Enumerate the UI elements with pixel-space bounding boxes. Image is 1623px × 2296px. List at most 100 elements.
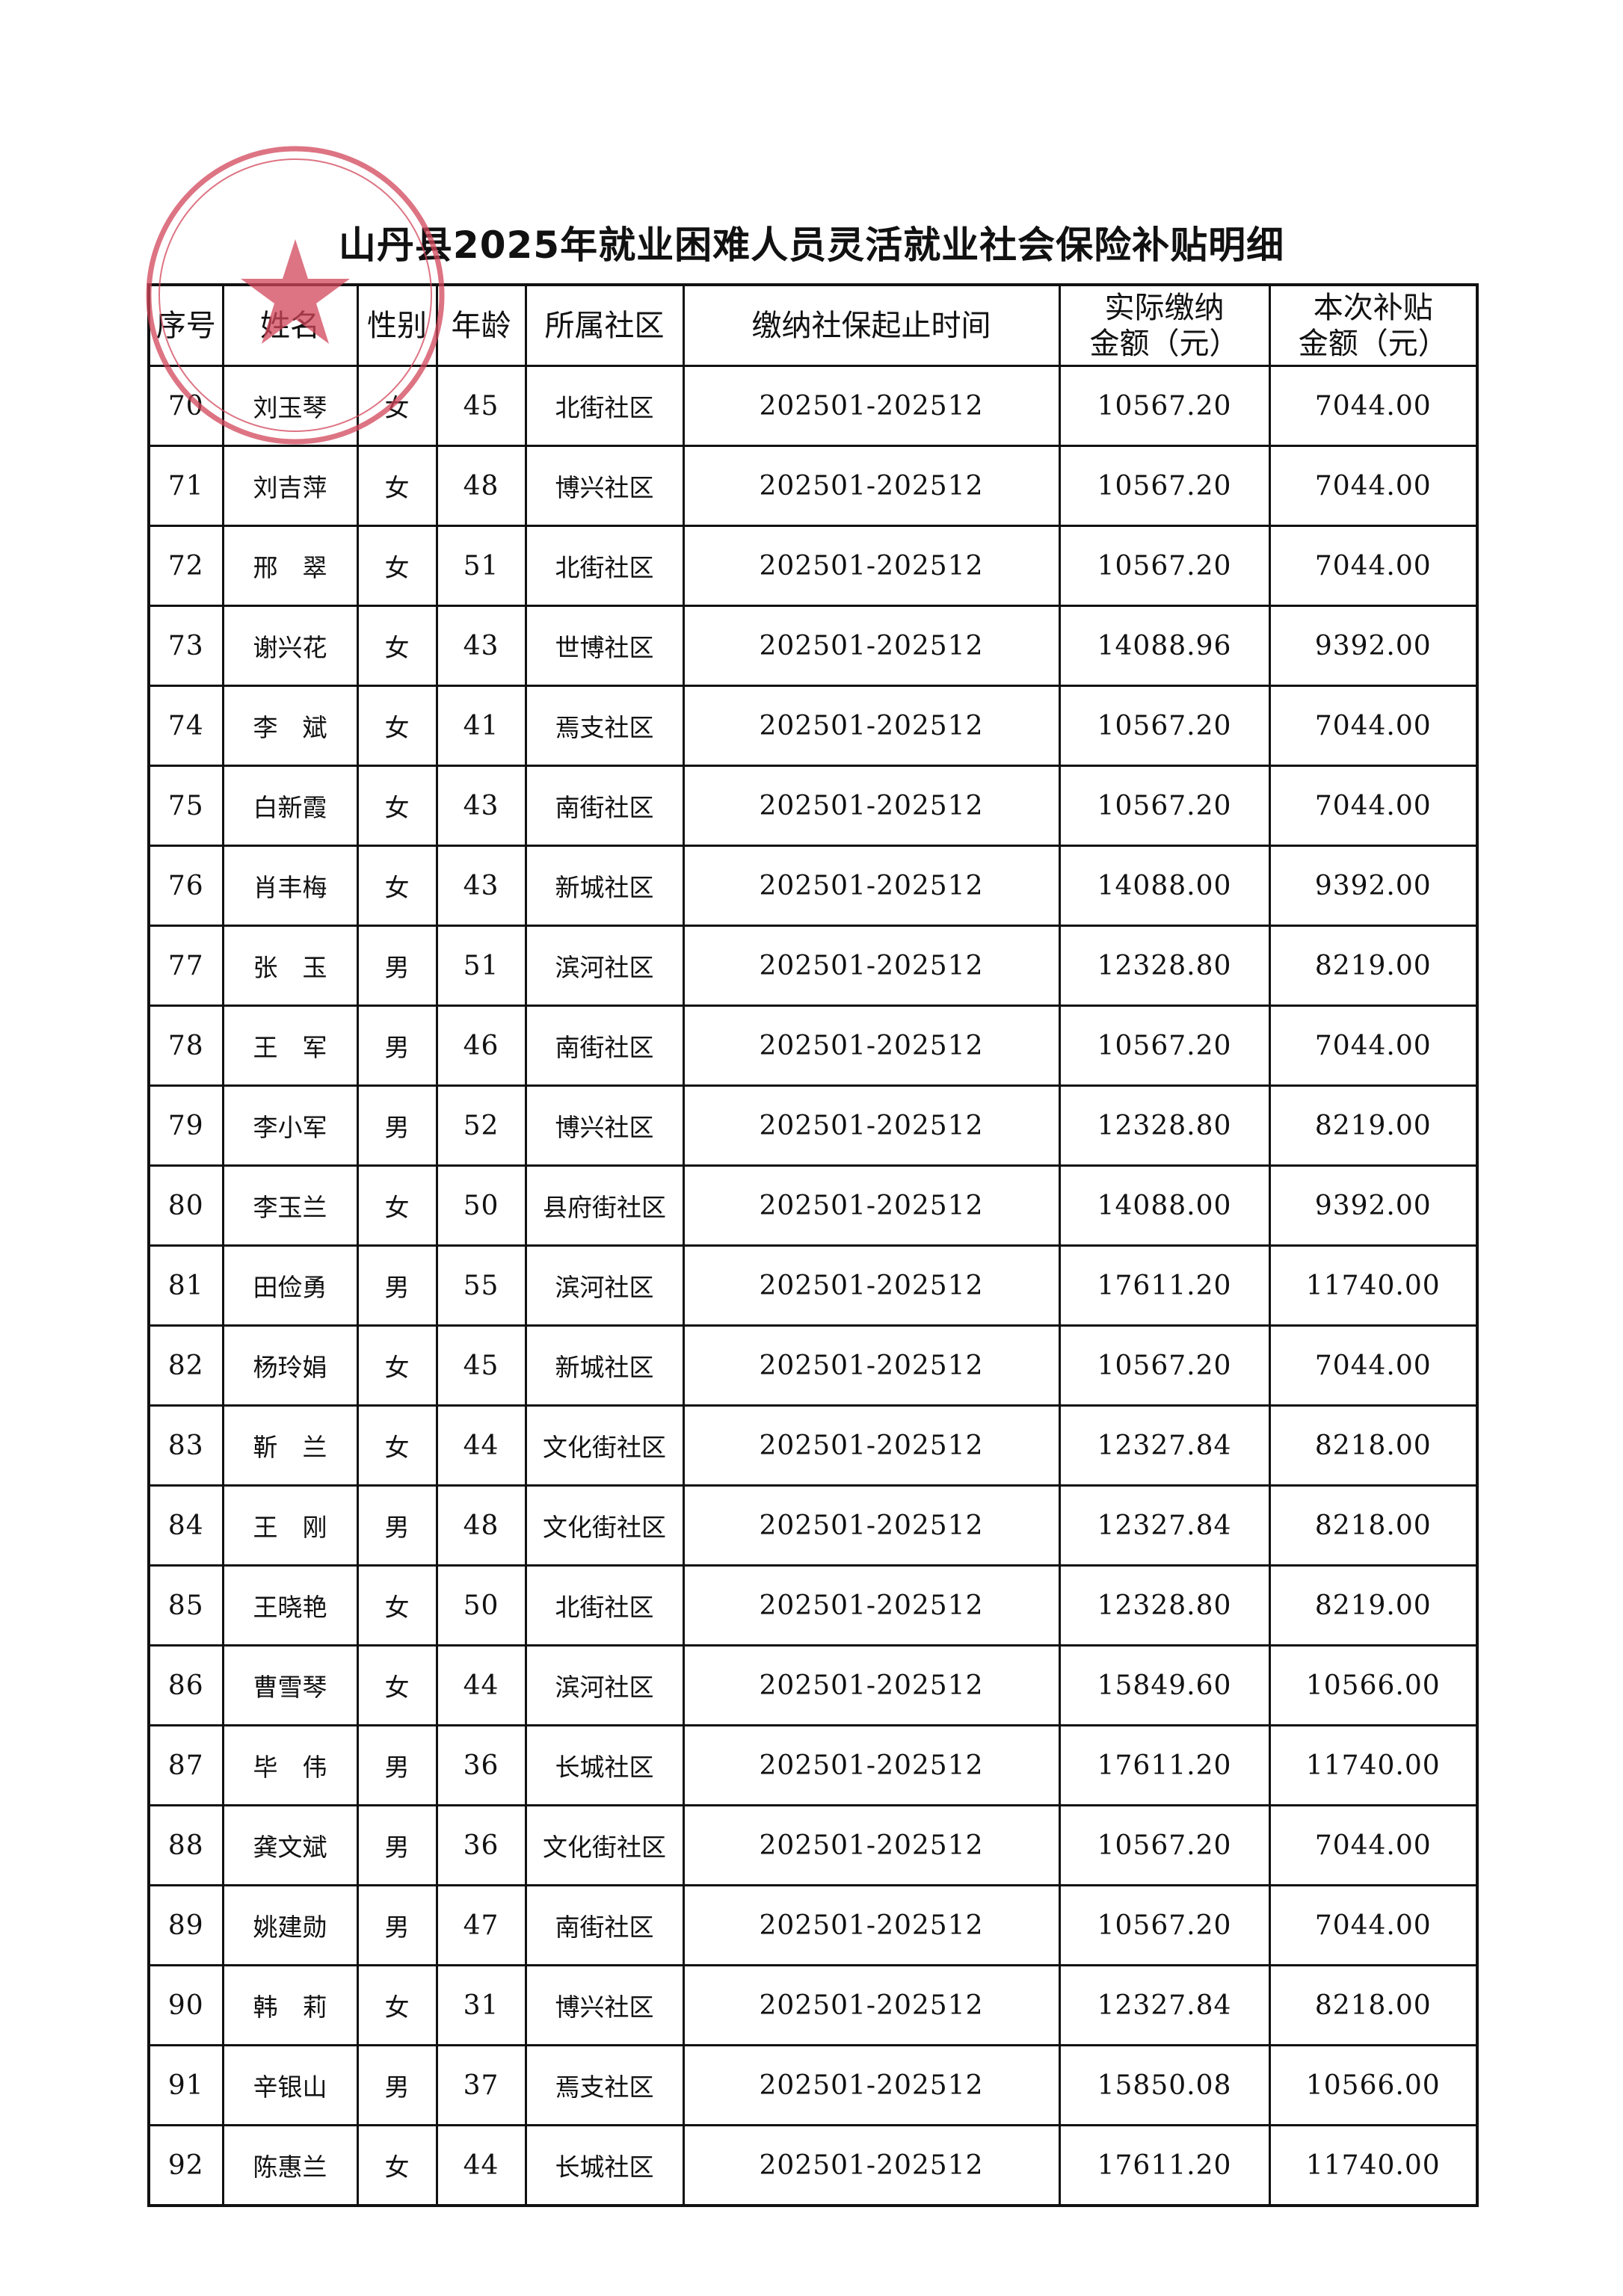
cell-name: 白新霞 bbox=[221, 765, 359, 847]
cell-community: 文化街社区 bbox=[524, 1804, 685, 1886]
cell-paid-amount: 10567.20 bbox=[1058, 365, 1271, 447]
table-row: 75 白新霞女 43 南街社区 202501-202512 10567.20 7044.00 bbox=[147, 765, 1479, 847]
cell-gender: 女 bbox=[356, 1164, 438, 1247]
cell-gender: 女 bbox=[356, 445, 438, 527]
cell-index: 82 bbox=[147, 1324, 224, 1407]
cell-paid-amount: 15849.60 bbox=[1058, 1644, 1271, 1726]
cell-subsidy-amount: 10566.00 bbox=[1268, 1644, 1479, 1726]
cell-subsidy-amount: 8218.00 bbox=[1268, 1484, 1479, 1567]
cell-name: 王 军 bbox=[221, 1004, 359, 1087]
cell-gender: 女 bbox=[356, 605, 438, 687]
cell-gender: 女 bbox=[356, 685, 438, 767]
cell-subsidy-amount: 7044.00 bbox=[1268, 1324, 1479, 1407]
cell-gender: 男 bbox=[356, 2044, 438, 2126]
table-row: 88 龚文斌男 36 文化街社区 202501-202512 10567.20 7044.0… bbox=[147, 1804, 1479, 1886]
cell-period: 202501-202512 bbox=[682, 1724, 1061, 1806]
cell-paid-amount: 12328.80 bbox=[1058, 925, 1271, 1007]
table-row: 74 李 斌女 41 焉支社区 202501-202512 10567.20 7044.00 bbox=[147, 685, 1479, 767]
cell-subsidy-amount: 8219.00 bbox=[1268, 1564, 1479, 1647]
cell-age: 45 bbox=[435, 365, 527, 447]
cell-index: 91 bbox=[147, 2044, 224, 2126]
header-period: 缴纳社保起止时间 bbox=[682, 283, 1061, 367]
cell-period: 202501-202512 bbox=[682, 1244, 1061, 1327]
cell-community: 滨河社区 bbox=[524, 1644, 685, 1726]
header-age: 年龄 bbox=[435, 283, 527, 367]
cell-index: 87 bbox=[147, 1724, 224, 1806]
cell-community: 焉支社区 bbox=[524, 685, 685, 767]
cell-period: 202501-202512 bbox=[682, 1484, 1061, 1567]
cell-name: 毕 伟 bbox=[221, 1724, 359, 1806]
cell-name: 刘玉琴 bbox=[221, 365, 359, 447]
cell-community: 南街社区 bbox=[524, 765, 685, 847]
cell-community: 南街社区 bbox=[524, 1884, 685, 1966]
cell-age: 36 bbox=[435, 1724, 527, 1806]
table-row: 81 田俭勇男 55 滨河社区 202501-202512 17611.20 11740.0… bbox=[147, 1244, 1479, 1327]
header-community: 所属社区 bbox=[524, 283, 685, 367]
cell-index: 86 bbox=[147, 1644, 224, 1726]
cell-period: 202501-202512 bbox=[682, 685, 1061, 767]
cell-paid-amount: 10567.20 bbox=[1058, 445, 1271, 527]
cell-index: 75 bbox=[147, 765, 224, 847]
table-body: 70 刘玉琴女 45 北街社区 202501-202512 10567.20 7044.00… bbox=[147, 365, 1479, 2207]
cell-index: 81 bbox=[147, 1244, 224, 1327]
cell-subsidy-amount: 11740.00 bbox=[1268, 1724, 1479, 1806]
cell-period: 202501-202512 bbox=[682, 1404, 1061, 1487]
cell-name: 龚文斌 bbox=[221, 1804, 359, 1886]
cell-index: 74 bbox=[147, 685, 224, 767]
table-row: 71 刘吉萍女 48 博兴社区 202501-202512 10567.20 7044.00 bbox=[147, 445, 1479, 527]
cell-name: 李 斌 bbox=[221, 685, 359, 767]
cell-age: 44 bbox=[435, 1644, 527, 1726]
cell-age: 44 bbox=[435, 2124, 527, 2207]
cell-period: 202501-202512 bbox=[682, 1964, 1061, 2046]
cell-age: 48 bbox=[435, 445, 527, 527]
cell-period: 202501-202512 bbox=[682, 2044, 1061, 2126]
cell-period: 202501-202512 bbox=[682, 925, 1061, 1007]
cell-community: 新城社区 bbox=[524, 845, 685, 927]
table-row: 86 曹雪琴女 44 滨河社区 202501-202512 15849.60 10566.0… bbox=[147, 1644, 1479, 1726]
cell-age: 36 bbox=[435, 1804, 527, 1886]
cell-community: 北街社区 bbox=[524, 525, 685, 607]
cell-name: 王晓艳 bbox=[221, 1564, 359, 1647]
cell-period: 202501-202512 bbox=[682, 365, 1061, 447]
cell-community: 博兴社区 bbox=[524, 1964, 685, 2046]
cell-paid-amount: 10567.20 bbox=[1058, 1884, 1271, 1966]
cell-name: 靳 兰 bbox=[221, 1404, 359, 1487]
table-row: 85 王晓艳女 50 北街社区 202501-202512 12328.80 8219.00 bbox=[147, 1564, 1479, 1647]
header-subsidy-amount: 本次补贴 金额（元） bbox=[1268, 283, 1479, 367]
cell-age: 43 bbox=[435, 845, 527, 927]
cell-name: 田俭勇 bbox=[221, 1244, 359, 1327]
cell-subsidy-amount: 7044.00 bbox=[1268, 1884, 1479, 1966]
cell-paid-amount: 10567.20 bbox=[1058, 685, 1271, 767]
cell-period: 202501-202512 bbox=[682, 1324, 1061, 1407]
cell-community: 世博社区 bbox=[524, 605, 685, 687]
table-row: 80 李玉兰女 50 县府街社区 202501-202512 14088.00 9392.0… bbox=[147, 1164, 1479, 1247]
cell-subsidy-amount: 8218.00 bbox=[1268, 1404, 1479, 1487]
cell-gender: 女 bbox=[356, 1404, 438, 1487]
cell-paid-amount: 17611.20 bbox=[1058, 1724, 1271, 1806]
cell-age: 52 bbox=[435, 1084, 527, 1167]
header-gender: 性别 bbox=[356, 283, 438, 367]
cell-gender: 男 bbox=[356, 1804, 438, 1886]
cell-subsidy-amount: 8219.00 bbox=[1268, 1084, 1479, 1167]
cell-paid-amount: 10567.20 bbox=[1058, 1324, 1271, 1407]
cell-paid-amount: 10567.20 bbox=[1058, 1804, 1271, 1886]
cell-period: 202501-202512 bbox=[682, 1564, 1061, 1647]
cell-age: 51 bbox=[435, 525, 527, 607]
cell-period: 202501-202512 bbox=[682, 1644, 1061, 1726]
cell-name: 姚建勋 bbox=[221, 1884, 359, 1966]
cell-period: 202501-202512 bbox=[682, 1084, 1061, 1167]
table-row: 78 王 军男 46 南街社区 202501-202512 10567.20 7044.00 bbox=[147, 1004, 1479, 1087]
table-row: 92 陈惠兰女 44 长城社区 202501-202512 17611.20 11740.0… bbox=[147, 2124, 1479, 2207]
cell-subsidy-amount: 7044.00 bbox=[1268, 1004, 1479, 1087]
cell-name: 邢 翠 bbox=[221, 525, 359, 607]
cell-name: 李玉兰 bbox=[221, 1164, 359, 1247]
cell-index: 92 bbox=[147, 2124, 224, 2207]
cell-paid-amount: 12327.84 bbox=[1058, 1964, 1271, 2046]
table-row: 70 刘玉琴女 45 北街社区 202501-202512 10567.20 7044.00 bbox=[147, 365, 1479, 447]
cell-subsidy-amount: 7044.00 bbox=[1268, 1804, 1479, 1886]
cell-subsidy-amount: 10566.00 bbox=[1268, 2044, 1479, 2126]
cell-name: 辛银山 bbox=[221, 2044, 359, 2126]
document-title: 山丹县2025年就业困难人员灵活就业社会保险补贴明细 bbox=[338, 223, 1285, 267]
cell-age: 45 bbox=[435, 1324, 527, 1407]
cell-gender: 男 bbox=[356, 1484, 438, 1567]
